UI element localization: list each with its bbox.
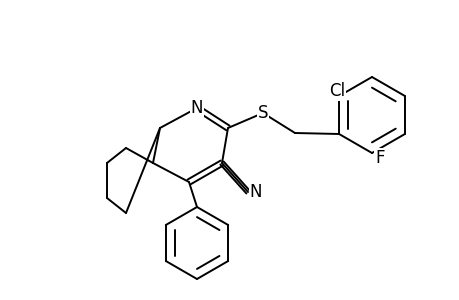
Text: S: S (257, 104, 268, 122)
Text: F: F (375, 149, 384, 167)
Text: N: N (249, 183, 262, 201)
Text: Cl: Cl (328, 82, 344, 100)
Text: N: N (190, 99, 203, 117)
